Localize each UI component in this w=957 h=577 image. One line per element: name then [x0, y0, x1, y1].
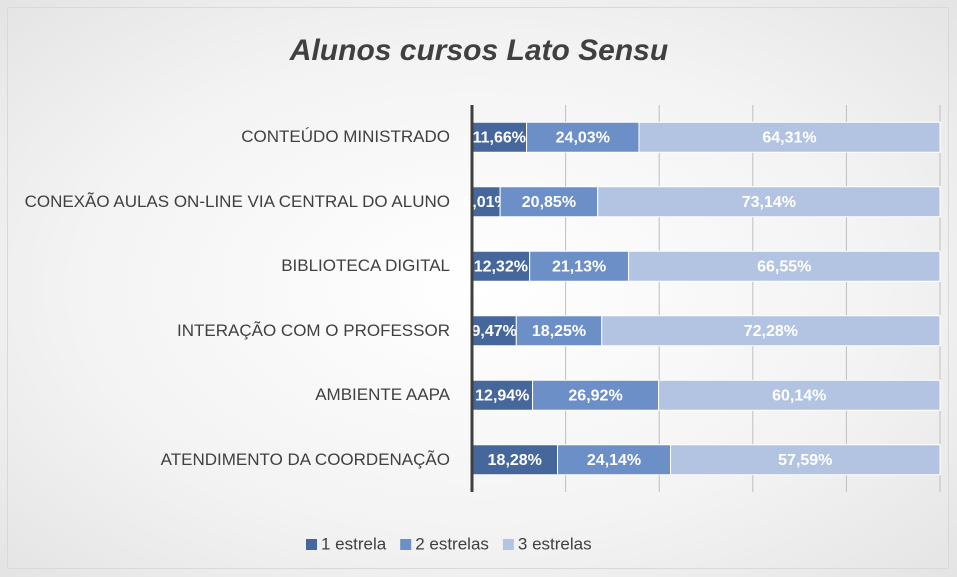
bar-segment	[658, 379, 941, 411]
data-label: 24,14%	[587, 452, 641, 469]
data-label: 64,31%	[762, 129, 816, 146]
legend-swatch	[306, 539, 317, 550]
data-label: 26,92%	[568, 387, 622, 404]
data-label: 20,85%	[522, 194, 576, 211]
category-text: ATENDIMENTO DA COORDENAÇÃO	[160, 449, 450, 469]
data-label: 57,59%	[778, 452, 832, 469]
chart-title: Alunos cursos Lato Sensu	[289, 34, 668, 67]
data-label: 73,14%	[742, 194, 796, 211]
bar-segment	[471, 444, 559, 476]
data-label: 6,01%	[463, 194, 508, 211]
data-label: 60,14%	[772, 387, 826, 404]
bar-segment	[557, 444, 672, 476]
category-text: AMBIENTE AAPA	[315, 385, 450, 405]
bar-segment	[529, 250, 630, 282]
bar-segment	[638, 121, 941, 153]
category-text: BIBLIOTECA DIGITAL	[281, 256, 450, 276]
data-label: 24,03%	[556, 129, 610, 146]
category-text: CONEXÃO AULAS ON-LINE VIA CENTRAL DO ALU…	[24, 191, 450, 211]
legend-label: 3 estrelas	[518, 534, 592, 553]
data-label: 72,28%	[744, 323, 798, 340]
legend-label: 2 estrelas	[415, 534, 489, 553]
bar-segment	[471, 186, 501, 218]
data-label: 11,66%	[473, 129, 526, 146]
legend-swatch	[400, 539, 412, 550]
y-tick-label: ATENDIMENTO DA COORDENAÇÃO	[10, 428, 450, 492]
bar-segment	[526, 121, 640, 153]
bar-segment	[471, 379, 534, 411]
data-label: 12,94%	[475, 387, 529, 404]
y-tick-label: AMBIENTE AAPA	[10, 363, 450, 427]
category-text: INTERAÇÃO COM O PROFESSOR	[177, 320, 450, 340]
bar-segment	[670, 444, 941, 476]
data-label: 12,32%	[474, 258, 528, 275]
category-text: CONTEÚDO MINISTRADO	[241, 127, 450, 147]
bar-segment	[628, 250, 941, 282]
y-tick-label: CONTEÚDO MINISTRADO	[10, 105, 450, 169]
bar-segment	[597, 186, 941, 218]
y-tick-label: BIBLIOTECA DIGITAL	[10, 234, 450, 298]
data-label: 66,55%	[757, 258, 811, 275]
data-label: 18,28%	[488, 452, 542, 469]
bar-segment	[601, 315, 941, 347]
data-label: 21,13%	[552, 258, 606, 275]
data-label: 9,47%	[471, 323, 516, 340]
y-tick-label: CONEXÃO AULAS ON-LINE VIA CENTRAL DO ALU…	[10, 170, 450, 234]
bar-segment	[515, 315, 603, 347]
legend-label: 1 estrela	[321, 534, 387, 553]
data-label: 18,25%	[532, 323, 586, 340]
chart-border	[7, 7, 949, 569]
legend-swatch	[502, 539, 514, 550]
y-tick-label: INTERAÇÃO COM O PROFESSOR	[10, 299, 450, 363]
bar-segment	[471, 315, 517, 347]
